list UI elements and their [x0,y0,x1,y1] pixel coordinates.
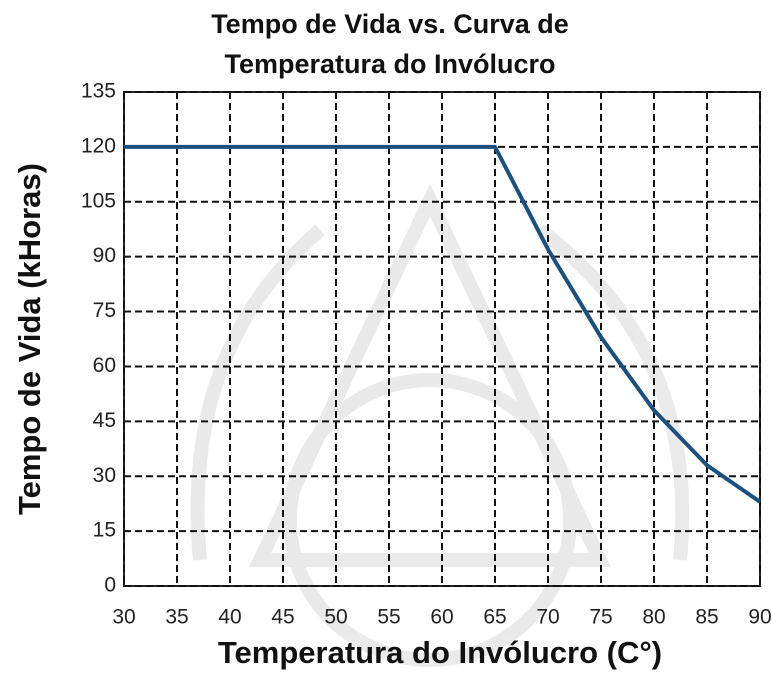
x-axis-label: Temperatura do Invólucro (C°) [218,635,662,670]
y-tick-label: 0 [104,574,116,597]
x-tick-label: 65 [483,606,506,629]
x-tick-label: 50 [324,606,347,629]
y-axis-label: Tempo de Vida (kHoras) [12,163,47,515]
x-tick-label: 85 [695,606,718,629]
watermark [190,183,690,667]
x-tick-label: 45 [271,606,294,629]
y-tick-label: 120 [81,134,116,157]
y-tick-label: 75 [93,299,116,322]
y-tick-label: 30 [93,464,116,487]
chart-title: Tempo de Vida vs. Curva de Temperatura d… [211,9,569,79]
x-tick-label: 90 [748,606,771,629]
x-tick-label: 55 [377,606,400,629]
y-tick-label: 15 [93,519,116,542]
x-tick-label: 35 [165,606,188,629]
y-tick-label: 60 [93,354,116,377]
y-tick-label: 105 [81,189,116,212]
y-tick-label: 135 [81,80,116,103]
y-tick-label: 45 [93,409,116,432]
x-tick-label: 80 [642,606,665,629]
x-tick-label: 40 [218,606,241,629]
y-tick-label: 90 [93,244,116,267]
data-line [124,144,762,504]
x-tick-label: 70 [536,606,559,629]
x-tick-label: 60 [430,606,453,629]
x-tick-label: 75 [589,606,612,629]
x-tick-label: 30 [112,606,135,629]
